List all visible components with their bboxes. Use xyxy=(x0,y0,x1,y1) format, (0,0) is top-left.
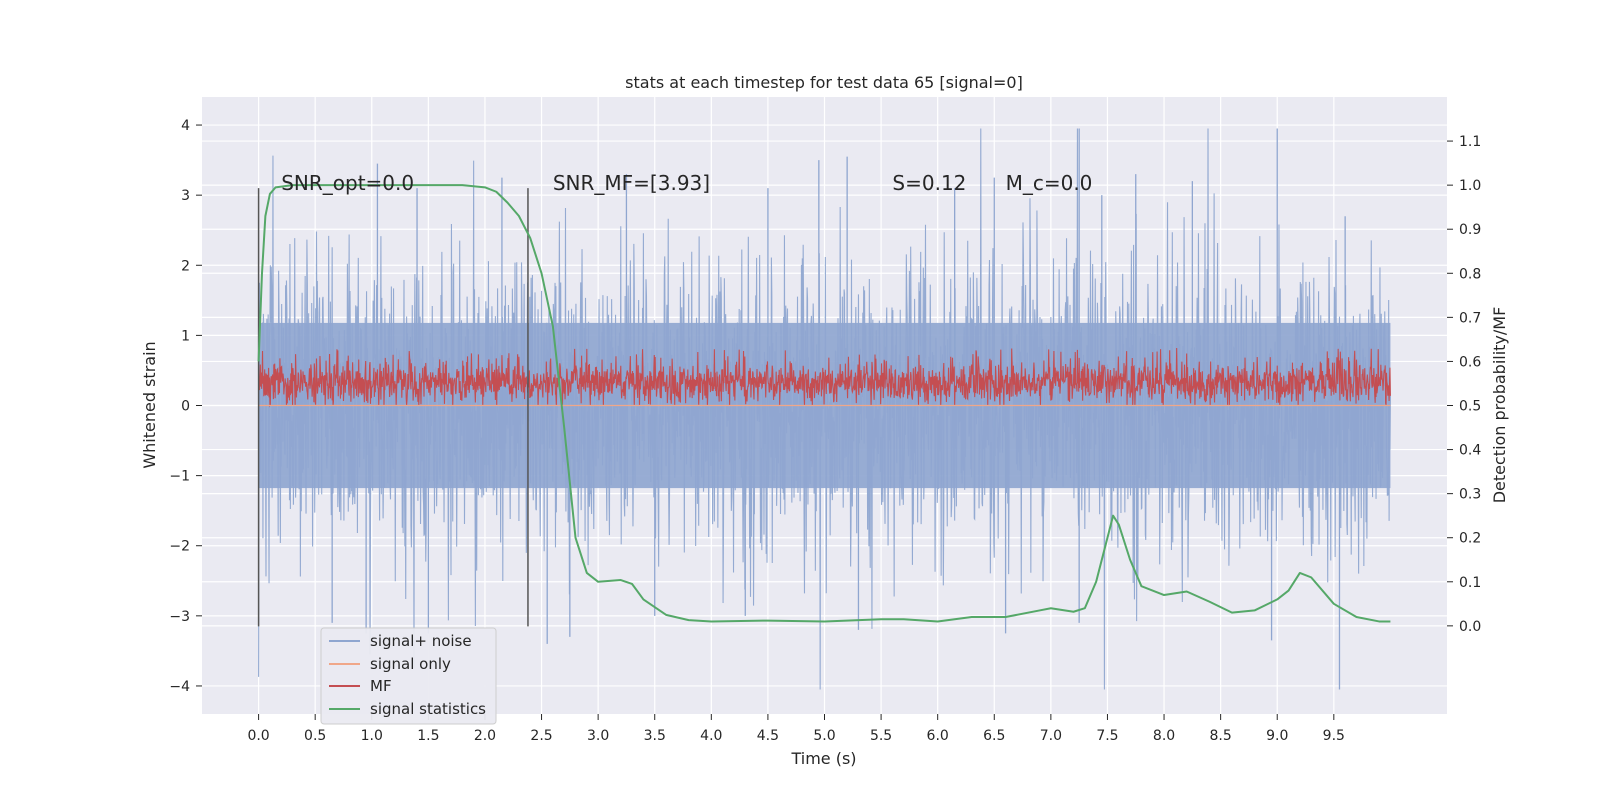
x-tick-label: 8.0 xyxy=(1153,728,1175,744)
y-left-tick-label: 1 xyxy=(181,328,190,344)
y-right-tick-label: 0.8 xyxy=(1459,266,1481,282)
y-left-tick-label: −1 xyxy=(169,469,190,485)
chart-title: stats at each timestep for test data 65 … xyxy=(625,73,1023,92)
y-right-tick-label: 0.4 xyxy=(1459,443,1481,459)
x-tick-label: 2.0 xyxy=(474,728,496,744)
legend-label-signal-statistics: signal statistics xyxy=(370,700,486,718)
y-right-tick-label: 0.7 xyxy=(1459,310,1481,326)
y-left-tick-label: 2 xyxy=(181,258,190,274)
mf-line xyxy=(258,348,1391,408)
y-right-tick-label: 0.3 xyxy=(1459,487,1481,503)
vertical-markers xyxy=(257,188,529,627)
y-left-tick-label: −3 xyxy=(169,609,190,625)
y-left-tick-label: 0 xyxy=(181,399,190,415)
signal-statistics-line xyxy=(257,184,1391,623)
x-tick-label: 0.0 xyxy=(247,728,269,744)
x-tick-label: 3.5 xyxy=(644,728,666,744)
y-right-tick-label: 0.1 xyxy=(1459,575,1481,591)
legend-label-signal-noise: signal+ noise xyxy=(370,632,472,650)
y-right-tick-label: 0.2 xyxy=(1459,531,1481,547)
x-tick-label: 8.5 xyxy=(1210,728,1232,744)
y-left-tick-label: −4 xyxy=(169,679,190,695)
x-tick-label: 1.5 xyxy=(417,728,439,744)
annotation-text: M_c=0.0 xyxy=(1006,171,1093,195)
mf-series xyxy=(258,348,1391,408)
y-left-tick-label: 3 xyxy=(181,188,190,204)
x-tick-label: 1.0 xyxy=(361,728,383,744)
axes-labels: 0.0 0.5 1.0 1.5 2.0 2.5 3.0 3.5 4.0 4.5 5.0 5.5 6.0 6… xyxy=(169,118,1481,744)
x-axis-title: Time (s) xyxy=(790,749,856,768)
x-tick-label: 6.0 xyxy=(927,728,949,744)
legend-box xyxy=(320,627,497,725)
y-right-tick-label: 0.6 xyxy=(1459,354,1481,370)
legend: signal+ noise signal only MF signal stat… xyxy=(320,627,497,725)
x-tick-label: 0.5 xyxy=(304,728,326,744)
y-left-tick-label: 4 xyxy=(181,118,190,134)
y-axis-left-title: Whitened strain xyxy=(140,341,159,468)
x-tick-label: 9.0 xyxy=(1266,728,1288,744)
x-tick-label: 7.5 xyxy=(1096,728,1118,744)
x-tick-label: 4.0 xyxy=(700,728,722,744)
y-right-tick-label: 1.1 xyxy=(1459,134,1481,150)
y-axis-right-title: Detection probability/MF xyxy=(1490,307,1509,504)
x-tick-label: 3.0 xyxy=(587,728,609,744)
legend-label-mf: MF xyxy=(370,677,392,695)
x-tick-label: 2.5 xyxy=(530,728,552,744)
y-right-tick-label: 0.9 xyxy=(1459,222,1481,238)
annotations: SNR_opt=0.0 SNR_MF=[3.93] S=0.12 M_c=0.0 xyxy=(281,171,1092,195)
y-left-tick-label: −2 xyxy=(169,539,190,555)
y-right-tick-label: 0.5 xyxy=(1459,399,1481,415)
y-right-tick-label: 0.0 xyxy=(1459,619,1481,635)
x-tick-label: 5.0 xyxy=(813,728,835,744)
y-right-tick-label: 1.0 xyxy=(1459,178,1481,194)
annotation-text: SNR_opt=0.0 xyxy=(281,171,414,195)
legend-label-signal-only: signal only xyxy=(370,655,451,673)
signal-statistics-series xyxy=(257,184,1391,623)
x-tick-label: 7.0 xyxy=(1040,728,1062,744)
annotation-text: SNR_MF=[3.93] xyxy=(553,171,710,195)
x-tick-label: 4.5 xyxy=(757,728,779,744)
x-tick-label: 6.5 xyxy=(983,728,1005,744)
x-tick-label: 5.5 xyxy=(870,728,892,744)
annotation-text: S=0.12 xyxy=(892,171,966,195)
x-tick-label: 9.5 xyxy=(1323,728,1345,744)
